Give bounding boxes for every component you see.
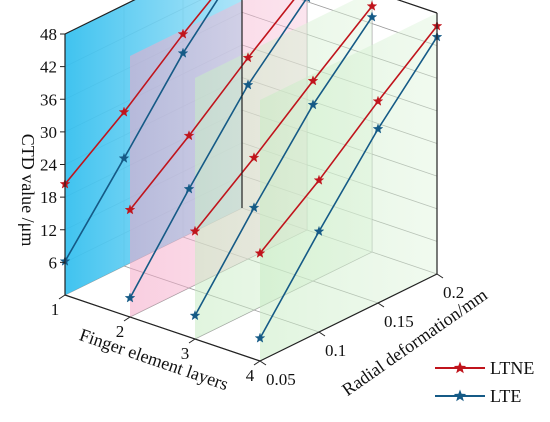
- lte-point-layer-3-r2: [248, 202, 260, 213]
- ltne-line-layer-3: [194, 5, 373, 232]
- ltne-line-layer-2: [129, 0, 295, 211]
- ltne-point-layer-3-r3: [307, 75, 319, 86]
- y-tick-mark: [318, 331, 326, 337]
- lte-point-layer-4-r2: [313, 225, 325, 236]
- x-tick-mark: [123, 316, 131, 322]
- lte-line-layer-4: [259, 36, 438, 339]
- z-tick-label: 12: [40, 221, 57, 240]
- lte-point-layer-2-r2: [183, 183, 195, 194]
- lte-point-layer-2-r1: [124, 292, 136, 303]
- y-tick-label: 0.2: [443, 283, 464, 302]
- lte-line-layer-3: [194, 16, 373, 316]
- lte-point-layer-2-r4: [303, 0, 311, 3]
- top-back-edge: [64, 0, 136, 35]
- top-right-edge: [396, 0, 438, 14]
- series-layer: [59, 0, 443, 343]
- lte-point-layer-4-r1: [254, 332, 266, 343]
- x-axis-line: [64, 294, 261, 362]
- z-tick-label: 36: [40, 90, 57, 109]
- x-tick-label: 4: [246, 366, 255, 385]
- legend-label-ltne: LTNE: [490, 358, 534, 378]
- ltne-point-layer-2-r3: [242, 52, 254, 63]
- lte-point-layer-1-r3: [177, 47, 189, 58]
- y-tick-mark: [377, 302, 385, 308]
- layer-planes: [65, 0, 437, 361]
- lte-point-layer-3-r3: [307, 99, 319, 110]
- legend-marker-ltne: [453, 361, 467, 374]
- lte-point-layer-1-r2: [118, 152, 130, 163]
- legend: LTNE LTE: [435, 358, 534, 406]
- lte-point-layer-4-r3: [372, 123, 384, 134]
- z-axis-title: CTD value /μm: [18, 134, 38, 247]
- x-tick-label: 3: [181, 344, 190, 363]
- z-tick-label: 24: [40, 156, 58, 175]
- ltne-point-layer-4-r1: [254, 247, 266, 258]
- x-tick-mark: [188, 338, 196, 344]
- lte-point-layer-3-r1: [189, 310, 201, 321]
- z-tick-label: 48: [40, 25, 57, 44]
- z-tick-label: 30: [40, 123, 57, 142]
- x-tick-label: 2: [116, 322, 125, 341]
- front-axes-layer: [64, 0, 438, 362]
- z-tick-label: 42: [40, 58, 57, 77]
- ltne-point-layer-4-r3: [372, 95, 384, 106]
- y-tick-mark: [436, 273, 444, 279]
- legend-marker-lte: [453, 389, 467, 402]
- ltne-point-layer-1-r3: [177, 28, 189, 39]
- lte-line-layer-1: [64, 0, 219, 262]
- y-tick-label: 0.05: [266, 370, 296, 389]
- y-tick-mark: [259, 360, 267, 366]
- x-axis-title: Finger element layers: [77, 324, 231, 394]
- ltne-point-layer-4-r2: [313, 174, 325, 185]
- ltne-line-layer-4: [259, 25, 438, 254]
- ltne-line-layer-1: [64, 0, 212, 185]
- lte-line-layer-2: [129, 0, 307, 299]
- ltne-point-layer-2-r1: [124, 204, 136, 215]
- x-tick-mark: [58, 294, 66, 300]
- y-tick-label: 0.1: [325, 341, 346, 360]
- legend-label-lte: LTE: [490, 386, 521, 406]
- ltne-point-layer-2-r2: [183, 130, 195, 141]
- y-tick-label: 0.15: [384, 312, 414, 331]
- ltne-point-layer-3-r1: [189, 225, 201, 236]
- x-tick-mark: [253, 360, 261, 366]
- lte-point-layer-3-r4: [366, 11, 378, 22]
- layer-4-plane: [260, 13, 437, 361]
- ltne-point-layer-3-r4: [366, 0, 378, 11]
- z-tick-label: 6: [49, 253, 58, 272]
- z-tick-label: 18: [40, 188, 57, 207]
- y-axis-line: [259, 273, 438, 362]
- x-tick-label: 1: [51, 300, 60, 319]
- ltne-point-layer-3-r2: [248, 152, 260, 163]
- lte-point-layer-2-r3: [242, 79, 254, 90]
- ltne-point-layer-1-r2: [118, 106, 130, 117]
